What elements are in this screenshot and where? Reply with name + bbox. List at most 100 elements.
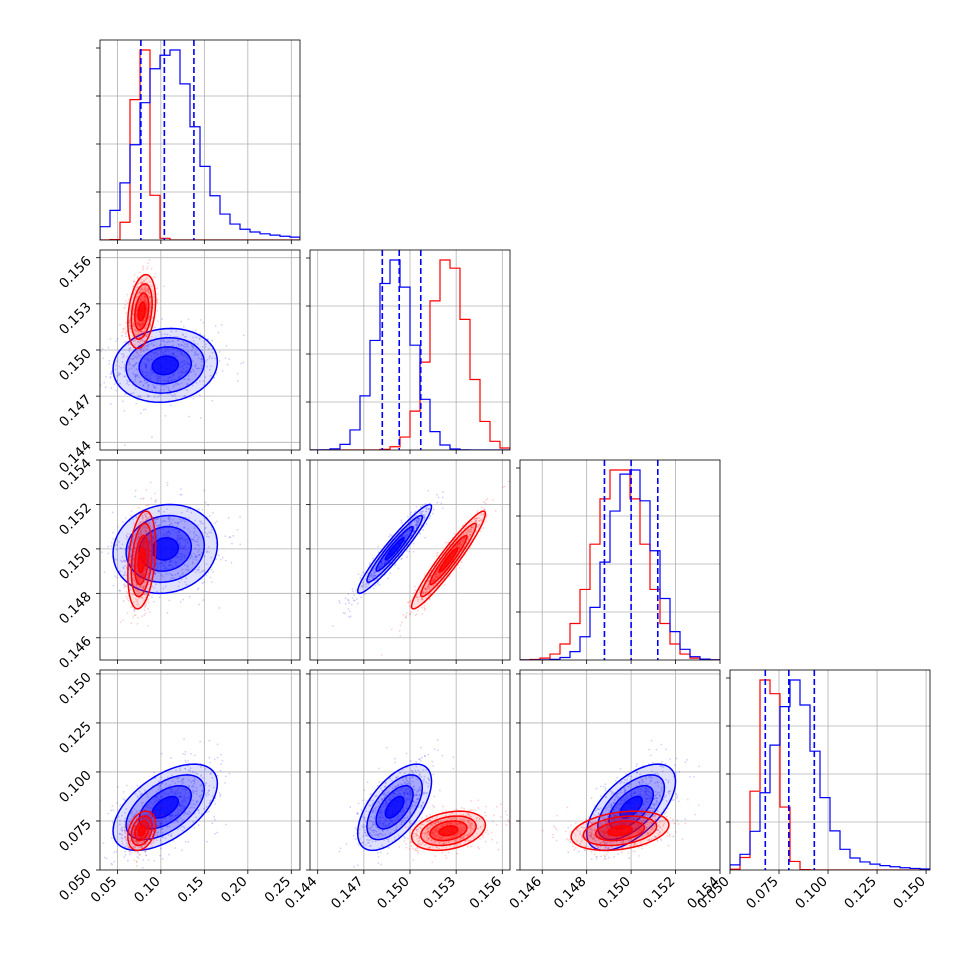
scatter-point (207, 348, 210, 350)
scatter-point (152, 561, 155, 563)
scatter-point (145, 366, 148, 369)
scatter-point (180, 351, 182, 353)
scatter-point (176, 382, 179, 385)
scatter-point (384, 555, 387, 557)
scatter-point (137, 579, 140, 581)
scatter-point (124, 306, 127, 309)
scatter-point (137, 603, 140, 605)
scatter-point (134, 614, 137, 617)
scatter-point (143, 536, 146, 539)
scatter-point (125, 537, 128, 540)
scatter-point (433, 578, 436, 580)
scatter-point (364, 578, 367, 580)
scatter-point (144, 375, 147, 377)
scatter-point (132, 578, 135, 581)
scatter-point (195, 363, 197, 366)
scatter-point (182, 364, 185, 367)
scatter-point (153, 326, 156, 329)
scatter-point (130, 510, 133, 513)
scatter-point (170, 564, 173, 566)
scatter-point (157, 395, 160, 398)
scatter-point (224, 775, 227, 778)
scatter-point (142, 585, 145, 588)
contour-line (151, 355, 180, 376)
scatter-point (153, 860, 156, 862)
scatter-point (143, 299, 145, 302)
y-tick-label: 0.148 (56, 589, 95, 628)
scatter-point (169, 533, 172, 536)
scatter-point (132, 601, 135, 603)
scatter-point (434, 582, 437, 585)
scatter-point (130, 392, 133, 395)
scatter-point (214, 802, 217, 805)
scatter-point (166, 531, 168, 533)
scatter-point (141, 520, 144, 523)
scatter-point (355, 589, 357, 592)
scatter-point (473, 518, 476, 521)
scatter-point (418, 519, 421, 522)
scatter-point (149, 538, 152, 541)
scatter-point (427, 585, 430, 588)
scatter-point (168, 572, 171, 575)
scatter-point (161, 318, 163, 320)
scatter-point (161, 521, 164, 523)
scatter-point (376, 582, 379, 585)
scatter-point (440, 502, 443, 505)
scatter-point (142, 373, 145, 376)
scatter-point (136, 587, 139, 590)
scatter-point (173, 353, 176, 356)
scatter-point (163, 562, 165, 565)
scatter-point (194, 547, 197, 550)
scatter-point (177, 522, 180, 525)
scatter-point (119, 372, 121, 375)
scatter-point (196, 343, 199, 345)
scatter-point (162, 353, 165, 356)
scatter-point (150, 285, 153, 288)
scatter-point (132, 559, 135, 561)
scatter-point (242, 334, 245, 337)
scatter-point (143, 287, 146, 290)
scatter-point (432, 580, 434, 582)
scatter-point (146, 307, 149, 309)
scatter-point (167, 387, 170, 389)
scatter-point (125, 559, 127, 562)
scatter-point (169, 560, 172, 563)
scatter-point (143, 299, 146, 301)
scatter-point (180, 511, 183, 514)
scatter-point (420, 512, 423, 515)
scatter-point (429, 592, 431, 595)
scatter-point (187, 375, 190, 377)
scatter-point (184, 581, 187, 584)
scatter-point (140, 531, 142, 533)
scatter-point (170, 560, 172, 563)
scatter-point (371, 569, 374, 572)
scatter-point (420, 598, 423, 601)
scatter-point (143, 593, 146, 596)
scatter-point (148, 541, 151, 543)
scatter-point (184, 549, 187, 551)
scatter-point (144, 365, 147, 368)
scatter-point (401, 557, 403, 560)
scatter-point (423, 516, 425, 519)
scatter-point (179, 493, 182, 496)
scatter-point (139, 325, 142, 328)
scatter-point (143, 593, 146, 596)
scatter-point (136, 586, 139, 589)
scatter-point (168, 563, 171, 566)
scatter-point (141, 596, 143, 599)
scatter-point (145, 335, 148, 338)
scatter-point (470, 526, 473, 529)
scatter-point (146, 376, 149, 379)
scatter-point (179, 538, 182, 541)
scatter-point (145, 530, 148, 533)
scatter-point (149, 580, 152, 583)
scatter-point (185, 371, 188, 374)
scatter-point (179, 534, 182, 537)
scatter-point (414, 510, 417, 513)
scatter-point (157, 378, 159, 380)
scatter-point (163, 533, 165, 536)
scatter-point (171, 353, 174, 356)
scatter-point (448, 575, 451, 578)
scatter-point (182, 378, 185, 381)
scatter-point (201, 508, 204, 511)
